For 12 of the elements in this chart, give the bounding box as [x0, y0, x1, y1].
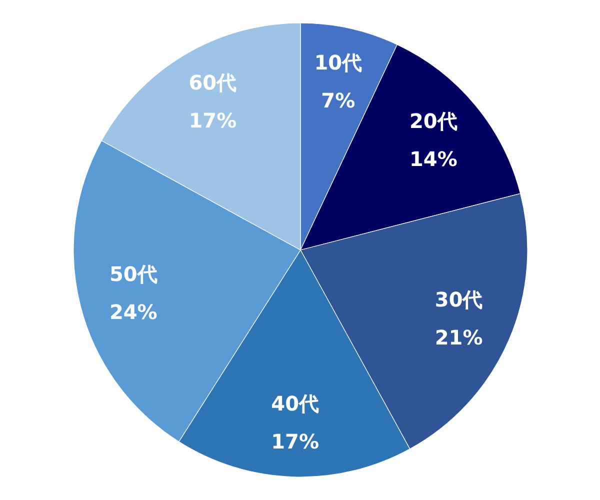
- slice-label: 30代: [434, 288, 483, 312]
- data-label: 14%: [409, 147, 458, 172]
- data-label: 17%: [188, 108, 237, 133]
- slice-label: 50代: [109, 262, 158, 286]
- data-label: 7%: [321, 88, 356, 113]
- slice-label: 20代: [410, 109, 458, 134]
- data-label: 21%: [434, 326, 483, 350]
- data-label: 24%: [109, 300, 158, 324]
- slice-label: 40代: [271, 391, 320, 416]
- data-label: 17%: [271, 429, 320, 454]
- slice-label: 60代: [188, 70, 237, 95]
- slice-label: 10代: [314, 50, 362, 75]
